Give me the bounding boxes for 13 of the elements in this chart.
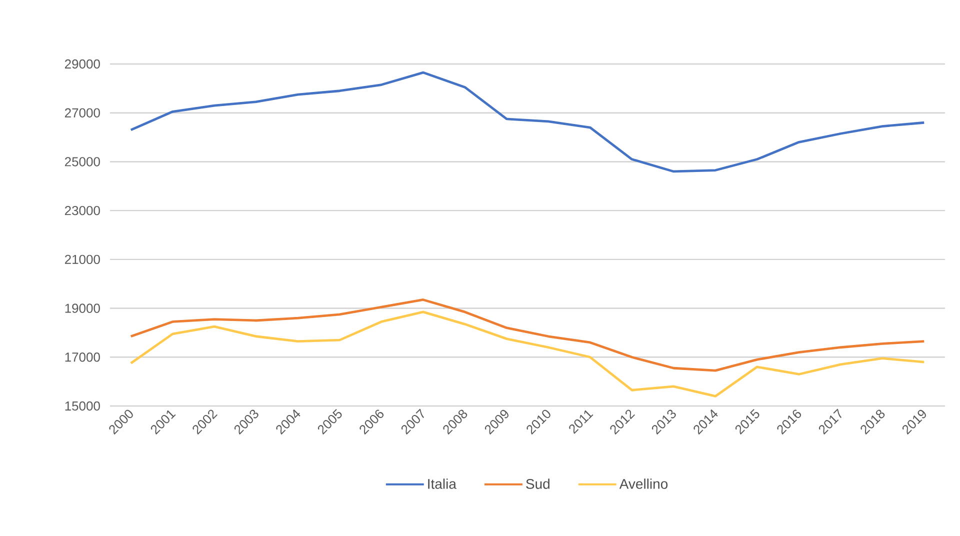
legend-label: Sud — [526, 478, 550, 489]
y-tick-label: 17000 — [65, 352, 100, 362]
y-tick-label: 23000 — [64, 206, 100, 216]
y-tick-label: 29000 — [64, 59, 100, 69]
y-tick-label: 21000 — [64, 254, 100, 264]
y-tick-label: 15000 — [65, 401, 100, 411]
line-series — [130, 310, 926, 398]
legend-label: Italia — [428, 478, 456, 489]
y-tick-label: 27000 — [64, 108, 100, 118]
y-tick-label: 25000 — [64, 157, 100, 166]
legend-label: Avellino — [619, 478, 668, 489]
y-tick-label: 19000 — [65, 304, 100, 313]
line-series — [130, 71, 926, 173]
